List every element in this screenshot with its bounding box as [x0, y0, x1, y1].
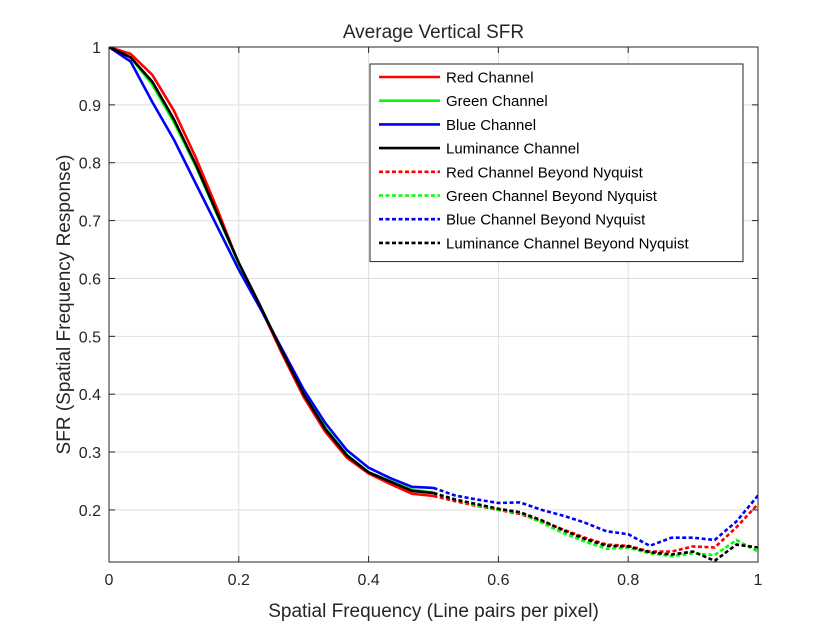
y-tick-label: 0.4	[79, 387, 101, 404]
y-tick-label: 0.3	[79, 445, 101, 462]
series-line-luminance-channel-beyond-nyquist	[433, 491, 758, 562]
series-lines	[109, 47, 758, 562]
y-tick-label: 0.8	[79, 156, 101, 173]
y-tick-label: 0.2	[79, 503, 101, 520]
series-line-green-channel-beyond-nyquist	[433, 491, 758, 558]
x-tick-label: 0.6	[487, 572, 509, 589]
legend-box	[369, 63, 744, 263]
legend-entry: Luminance Channel Beyond Nyquist	[446, 235, 689, 252]
legend-entry: Blue Channel Beyond Nyquist	[446, 212, 646, 229]
x-tick-label: 0.4	[357, 572, 379, 589]
legend-entry: Red Channel	[446, 70, 534, 87]
y-tick-label: 0.6	[79, 271, 101, 288]
legend-entry: Green Channel Beyond Nyquist	[446, 188, 658, 205]
y-tick-label: 0.7	[79, 214, 101, 231]
series-line-blue-channel-beyond-nyquist	[433, 486, 758, 548]
axis-ticks: 0 0.2 0.4 0.6 0.8 1 0.2 0.3 0.4 0.5 0.6 0.7 0.8 0.9 1	[79, 40, 763, 589]
y-tick-label: 1	[92, 40, 101, 57]
plot-frame	[108, 46, 759, 563]
legend: Red Channel Green Channel Blue Channel Lumi…	[369, 63, 744, 263]
x-tick-label: 1	[754, 572, 763, 589]
y-tick-label: 0.9	[79, 98, 101, 115]
x-axis-label: Spatial Frequency (Line pairs per pixel)	[268, 601, 599, 622]
series-line-luminance-channel	[109, 47, 434, 495]
chart-title: Average Vertical SFR	[343, 22, 524, 43]
legend-entry: Red Channel Beyond Nyquist	[446, 164, 644, 181]
legend-entry: Green Channel	[446, 93, 548, 110]
x-tick-label: 0	[105, 572, 114, 589]
series-line-red-channel-beyond-nyquist	[433, 494, 758, 553]
legend-entry: Blue Channel	[446, 117, 536, 134]
x-tick-label: 0.8	[617, 572, 639, 589]
legend-entry: Luminance Channel	[446, 141, 579, 158]
y-tick-label: 0.5	[79, 329, 101, 346]
y-axis-label: SFR (Spatial Frequency Response)	[54, 155, 75, 455]
x-tick-label: 0.2	[228, 572, 250, 589]
